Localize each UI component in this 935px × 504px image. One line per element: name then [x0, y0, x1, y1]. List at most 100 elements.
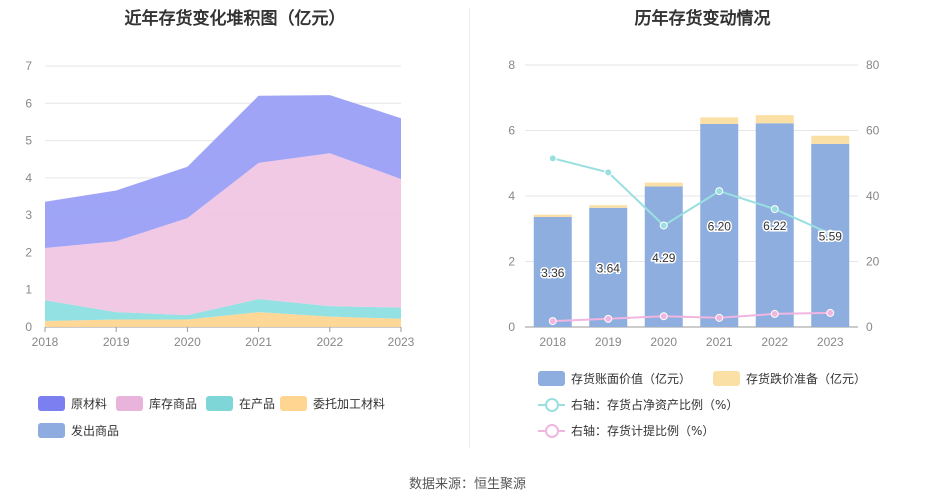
data-source-note: 数据来源：恒生聚源	[408, 477, 526, 492]
legend-line-symbol	[538, 423, 565, 438]
line-point	[826, 229, 835, 238]
legend-item[interactable]: 委托加工材料	[280, 395, 385, 412]
legend-swatch	[38, 396, 65, 411]
line-point	[604, 314, 613, 323]
x-tick-label: 2023	[388, 335, 415, 349]
x-tick-label: 2021	[245, 335, 272, 349]
stacked-area-chart: 0 1 2 3 4 5 6 7 2018 2019 2020 2021 2022 2023	[25, 59, 415, 349]
legend-swatch	[538, 371, 565, 386]
legend-item[interactable]: 库存商品	[116, 395, 197, 412]
x-tick-label: 2023	[817, 335, 844, 349]
line-point	[604, 168, 613, 177]
right-chart-title: 历年存货变动情况	[634, 9, 771, 29]
bar-impairment	[700, 117, 739, 124]
line-point	[770, 205, 779, 214]
legend-item[interactable]: 右轴：存货占净资产比例（%）	[538, 396, 738, 413]
legend-line-symbol	[538, 397, 565, 412]
panel-divider	[469, 8, 470, 448]
y-tick-label: 2	[25, 245, 32, 259]
area-库存商品	[45, 153, 401, 316]
bar-value-label: 6.20	[708, 219, 732, 233]
x-tick-label: 2019	[103, 335, 130, 349]
legend-swatch	[713, 371, 740, 386]
y-tick-label: 7	[25, 59, 32, 73]
y-tick-label: 1	[25, 283, 32, 297]
legend-marker	[545, 424, 559, 438]
line-point	[770, 309, 779, 318]
bar-impairment	[811, 135, 850, 144]
bar-book-value	[589, 207, 628, 327]
legend-swatch	[38, 423, 65, 438]
y-tick-label: 8	[508, 58, 515, 72]
line-series	[552, 311, 831, 323]
y-tick-label: 6	[25, 96, 32, 110]
y-tick-label: 4	[25, 171, 32, 185]
line-point	[715, 187, 724, 196]
y2-tick-label: 60	[866, 124, 880, 138]
legend-swatch	[206, 396, 233, 411]
legend-label: 存货账面价值（亿元）	[571, 372, 692, 386]
bar-value-label: 3.36	[541, 266, 565, 280]
line-point	[659, 221, 668, 230]
bar-impairment	[589, 205, 628, 208]
bar-book-value	[644, 186, 683, 327]
legend-label: 在产品	[239, 397, 276, 411]
line-point	[548, 317, 557, 326]
y2-tick-label: 80	[866, 58, 880, 72]
area-委托加工材料	[45, 312, 401, 327]
area-在产品	[45, 299, 401, 321]
y-tick-label: 3	[25, 208, 32, 222]
bar-impairment	[533, 214, 572, 217]
x-tick-label: 2020	[650, 335, 677, 349]
legend-item[interactable]: 存货账面价值（亿元）	[538, 370, 691, 387]
legend-item[interactable]: 原材料	[38, 395, 107, 412]
bar-impairment	[755, 115, 794, 124]
line-point	[715, 313, 724, 322]
legend-label: 存货跌价准备（亿元）	[746, 372, 867, 386]
bar-book-value	[533, 216, 572, 327]
x-tick-label: 2019	[595, 335, 622, 349]
y-tick-label: 6	[508, 124, 515, 138]
legend-swatch	[116, 396, 143, 411]
line-point	[826, 308, 835, 317]
y-tick-label: 5	[25, 134, 32, 148]
bar-value-label: 3.64	[597, 261, 621, 275]
x-tick-label: 2020	[174, 335, 201, 349]
legend-label: 委托加工材料	[313, 397, 386, 411]
y2-tick-label: 0	[866, 320, 873, 334]
line-point	[659, 312, 668, 321]
area-原材料	[45, 95, 401, 248]
x-tick-label: 2022	[761, 335, 788, 349]
legend-label: 右轴：存货计提比例（%）	[571, 424, 715, 438]
y-tick-label: 0	[508, 320, 515, 334]
bar-impairment	[644, 182, 683, 187]
bar-value-label: 6.22	[763, 219, 787, 233]
left-chart-title: 近年存货变化堆积图（亿元）	[124, 9, 346, 29]
legend-item[interactable]: 存货跌价准备（亿元）	[713, 370, 866, 387]
legend-label: 右轴：存货占净资产比例（%）	[571, 398, 739, 412]
line-point	[548, 154, 557, 163]
x-tick-label: 2018	[539, 335, 566, 349]
legend-item[interactable]: 在产品	[206, 395, 275, 412]
y2-tick-label: 20	[866, 255, 880, 269]
legend-label: 库存商品	[149, 397, 198, 411]
y-tick-label: 4	[508, 189, 515, 203]
x-tick-label: 2022	[316, 335, 343, 349]
bar-value-label: 5.59	[819, 229, 843, 243]
legend-label: 发出商品	[71, 424, 120, 438]
y-tick-label: 0	[25, 320, 32, 334]
line-series	[552, 157, 831, 235]
y-tick-label: 2	[508, 255, 515, 269]
x-tick-label: 2021	[706, 335, 733, 349]
bar-value-label: 4.29	[652, 251, 676, 265]
legend-label: 原材料	[71, 397, 108, 411]
x-tick-label: 2018	[32, 335, 59, 349]
legend-marker	[545, 398, 559, 412]
bar-book-value	[700, 123, 739, 327]
legend-item[interactable]: 发出商品	[38, 422, 119, 439]
legend-item[interactable]: 右轴：存货计提比例（%）	[538, 422, 714, 439]
legend-swatch	[280, 396, 307, 411]
bar-book-value	[755, 123, 794, 327]
y2-tick-label: 40	[866, 189, 880, 203]
